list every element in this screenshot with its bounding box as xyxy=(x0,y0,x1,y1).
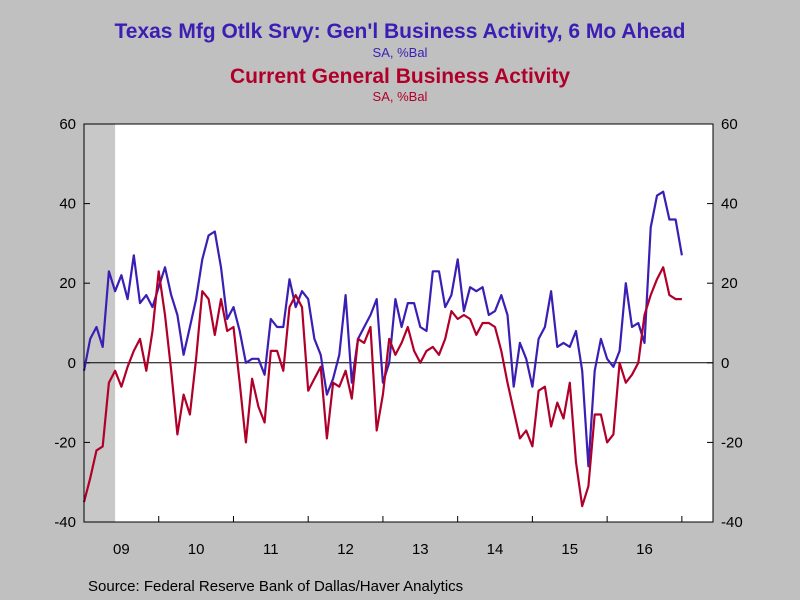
chart-subtitle: Current General Business Activity xyxy=(230,65,570,88)
series-current-line xyxy=(82,266,682,508)
y-tick-label-left: 0 xyxy=(68,355,76,372)
chart-title: Texas Mfg Otlk Srvy: Gen'l Business Acti… xyxy=(114,20,686,43)
chart-title-units: SA, %Bal xyxy=(372,45,428,60)
plot-area xyxy=(84,124,713,522)
x-tick-label: 10 xyxy=(188,541,205,558)
source-note: Source: Federal Reserve Bank of Dallas/H… xyxy=(88,578,464,595)
y-tick-label-left: -20 xyxy=(54,434,76,451)
y-tick-label-left: 40 xyxy=(59,196,76,213)
x-tick-label: 12 xyxy=(337,541,354,558)
y-tick-label-right: 60 xyxy=(721,116,738,133)
y-tick-label-right: 40 xyxy=(721,196,738,213)
y-tick-label-left: -40 xyxy=(54,514,76,531)
x-tick-label: 09 xyxy=(113,541,130,558)
series-outlook-line xyxy=(82,190,683,468)
x-tick-label: 15 xyxy=(561,541,578,558)
x-tick-label: 16 xyxy=(636,541,653,558)
y-tick-label-right: -20 xyxy=(721,434,743,451)
y-tick-label-left: 20 xyxy=(59,275,76,292)
x-tick-label: 13 xyxy=(412,541,429,558)
x-tick-label: 11 xyxy=(263,541,279,558)
y-tick-label-right: 20 xyxy=(721,275,738,292)
x-tick-label: 14 xyxy=(487,541,504,558)
shaded-period xyxy=(84,124,116,522)
y-tick-label-left: 60 xyxy=(59,116,76,133)
chart-subtitle-units: SA, %Bal xyxy=(372,89,428,104)
y-tick-label-right: -40 xyxy=(721,514,743,531)
y-tick-label-right: 0 xyxy=(721,355,729,372)
plot-frame xyxy=(83,123,714,523)
